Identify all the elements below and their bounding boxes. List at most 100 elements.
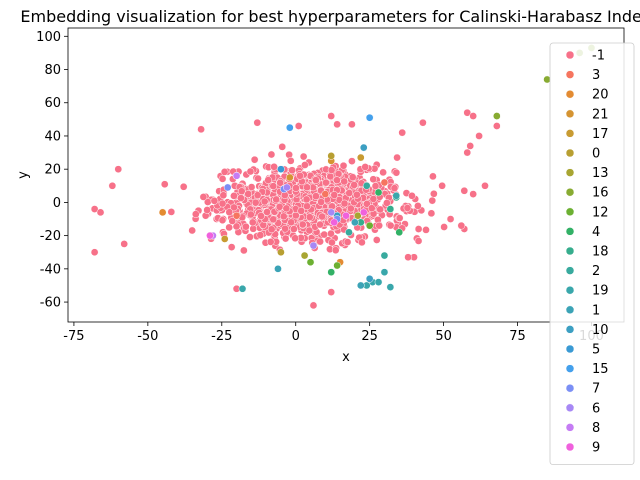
data-point-cluster--1 <box>246 233 254 241</box>
data-point-cluster--1 <box>250 155 259 164</box>
data-point-cluster--1 <box>270 162 278 171</box>
data-point-cluster--1 <box>297 207 306 215</box>
y-axis-label: y <box>16 171 31 179</box>
data-point-cluster-1 <box>356 281 365 290</box>
legend-marker-5 <box>565 344 575 354</box>
data-point-cluster--1 <box>393 153 401 162</box>
data-point-cluster--1 <box>438 181 446 190</box>
legend-marker-15 <box>565 364 575 373</box>
y-tick-label: 100 <box>36 30 61 45</box>
data-point-cluster--1 <box>267 225 276 234</box>
data-point-cluster--1 <box>179 182 188 191</box>
legend-label-8: 8 <box>592 421 600 436</box>
data-point-cluster--1 <box>429 172 437 181</box>
data-point-cluster--1 <box>309 301 318 310</box>
legend-marker-3 <box>565 70 575 79</box>
data-point-cluster--1 <box>312 176 320 184</box>
data-point-cluster-12 <box>333 261 341 270</box>
data-point-cluster--1 <box>318 212 326 221</box>
data-point-cluster--1 <box>469 190 478 198</box>
data-point-cluster--1 <box>475 132 483 140</box>
data-point-cluster--1 <box>331 246 340 255</box>
data-point-cluster--1 <box>303 183 311 192</box>
data-point-cluster-4 <box>395 228 404 237</box>
data-point-cluster--1 <box>281 234 290 243</box>
data-point-cluster--1 <box>232 222 241 231</box>
data-point-cluster--1 <box>383 199 391 207</box>
data-point-cluster--1 <box>376 205 385 214</box>
data-point-cluster--1 <box>317 198 325 206</box>
data-point-cluster--1 <box>398 128 407 137</box>
data-point-cluster--1 <box>339 161 348 170</box>
data-point-cluster--1 <box>225 208 234 217</box>
data-point-cluster-6 <box>327 208 336 217</box>
data-point-cluster-6 <box>283 183 291 192</box>
data-point-cluster--1 <box>286 156 295 165</box>
data-point-cluster--1 <box>199 193 208 201</box>
data-point-cluster--1 <box>281 224 289 233</box>
data-point-cluster--1 <box>218 175 227 183</box>
data-point-cluster--1 <box>427 209 436 218</box>
data-point-cluster--1 <box>240 246 248 255</box>
data-point-cluster-12 <box>306 258 315 267</box>
data-point-cluster--1 <box>249 224 258 233</box>
data-point-cluster--1 <box>316 220 324 229</box>
data-point-cluster--1 <box>457 221 466 230</box>
data-point-cluster--1 <box>269 215 278 224</box>
data-point-cluster--1 <box>469 112 478 120</box>
legend-label-7: 7 <box>592 382 600 397</box>
data-point-cluster--1 <box>460 186 469 195</box>
data-point-cluster--1 <box>353 190 361 199</box>
legend-marker-9 <box>565 442 575 452</box>
data-point-cluster--1 <box>327 112 336 120</box>
data-point-cluster--1 <box>446 215 455 223</box>
data-point-cluster--1 <box>253 191 262 200</box>
data-point-cluster--1 <box>303 202 311 211</box>
data-point-cluster--1 <box>408 191 416 200</box>
legend-label-21: 21 <box>592 107 609 122</box>
data-point-cluster--1 <box>428 196 437 205</box>
data-point-cluster--1 <box>242 222 250 231</box>
data-point-cluster-3 <box>232 211 241 220</box>
legend-marker-10 <box>565 325 575 334</box>
data-point-cluster--1 <box>294 122 303 130</box>
data-point-cluster--1 <box>203 206 211 214</box>
data-point-cluster--1 <box>256 231 265 239</box>
legend-marker-19 <box>565 285 575 295</box>
data-point-cluster--1 <box>218 199 227 208</box>
data-point-cluster--1 <box>298 220 307 229</box>
data-point-cluster--1 <box>414 225 423 233</box>
legend-marker-8 <box>565 423 575 432</box>
data-point-cluster--1 <box>463 148 472 157</box>
data-point-cluster--1 <box>395 214 404 222</box>
data-point-cluster--1 <box>269 182 278 190</box>
data-point-cluster-6 <box>309 241 318 250</box>
data-point-cluster--1 <box>247 183 256 191</box>
y-tick-label: 40 <box>44 129 61 144</box>
data-point-cluster-8 <box>232 171 241 180</box>
x-tick-label: 75 <box>509 329 526 344</box>
data-point-cluster--1 <box>228 217 237 225</box>
data-point-cluster--1 <box>114 165 123 174</box>
data-point-cluster--1 <box>327 166 336 174</box>
data-point-cluster--1 <box>218 216 227 225</box>
data-point-cluster-15 <box>285 123 294 132</box>
data-point-cluster--1 <box>361 163 370 171</box>
data-point-cluster-4 <box>327 268 336 277</box>
data-point-cluster--1 <box>188 226 197 235</box>
data-point-cluster--1 <box>220 168 229 176</box>
data-point-cluster-5 <box>277 165 285 174</box>
data-point-cluster--1 <box>375 221 383 230</box>
data-point-cluster--1 <box>422 226 430 234</box>
legend-marker-16 <box>565 187 575 197</box>
data-point-cluster--1 <box>96 208 105 217</box>
legend-marker-18 <box>565 246 575 256</box>
legend-marker-6 <box>565 403 575 413</box>
legend-label-1: 1 <box>592 303 600 318</box>
data-point-cluster--1 <box>287 218 295 227</box>
data-point-cluster--1 <box>266 238 275 246</box>
data-point-cluster--1 <box>108 181 117 190</box>
data-point-cluster-1 <box>274 264 282 273</box>
data-point-cluster--1 <box>326 172 335 181</box>
